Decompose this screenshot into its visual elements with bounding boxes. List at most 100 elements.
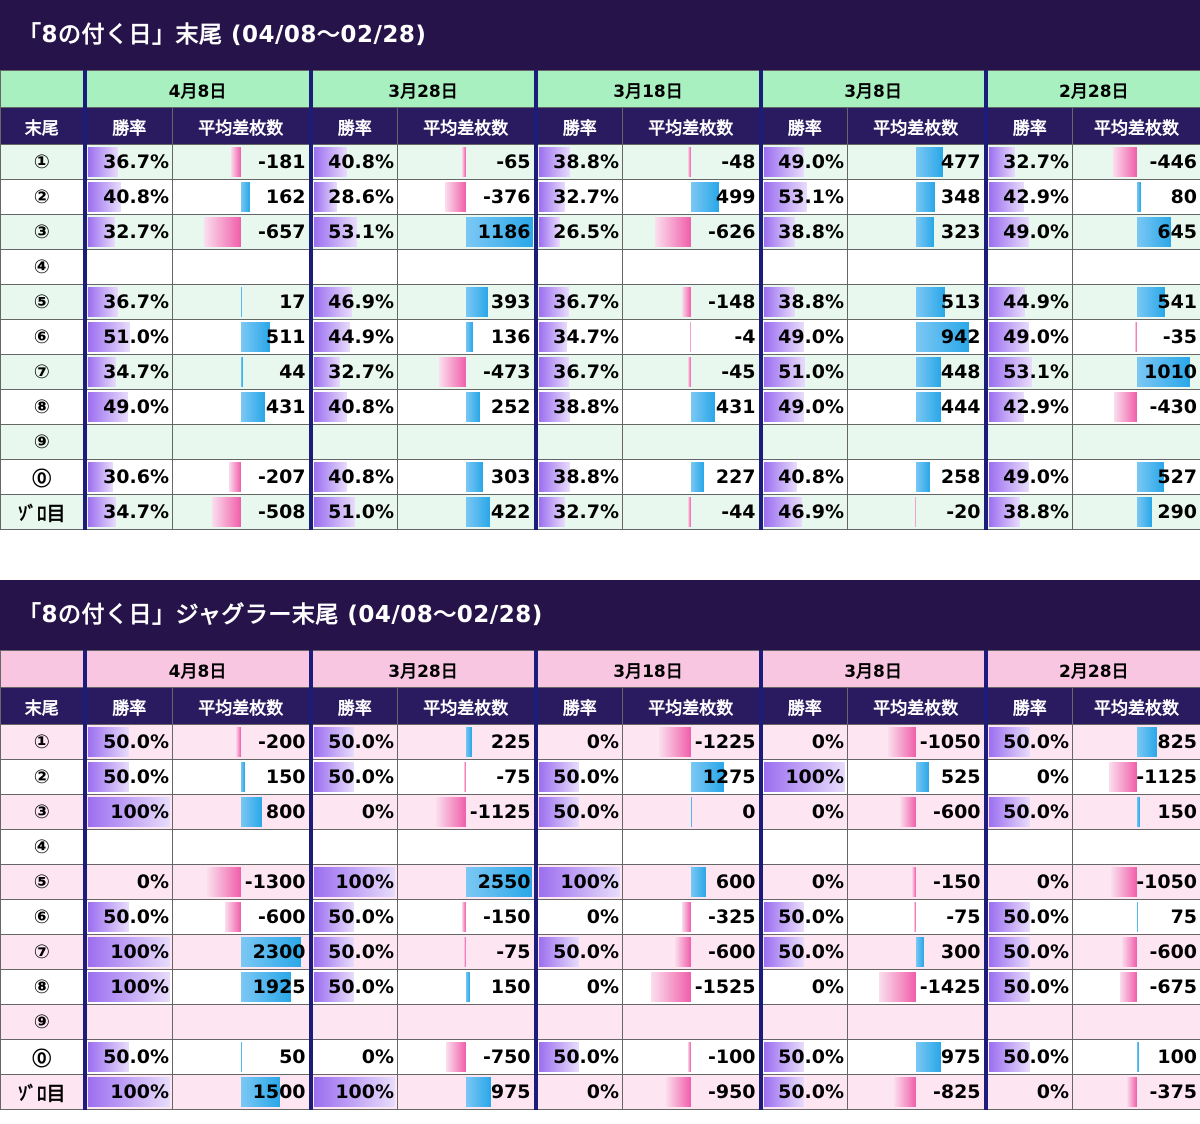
avg-diff-cell: 300 (847, 934, 987, 970)
win-rate-cell: 50.0% (758, 934, 849, 970)
avg-diff-cell: -1125 (1072, 759, 1200, 795)
win-rate-value: 40.8% (328, 466, 395, 488)
win-rate-bar (314, 937, 355, 967)
avg-diff-value: -626 (707, 221, 756, 243)
win-rate-bar (764, 357, 806, 387)
juggler-tail-stats-table: 4月8日 3月28日 3月18日 3月8日 2月28日 末尾 勝率 平均差枚数 勝率 平均差枚数勝… (0, 650, 1200, 1110)
avg-diff-cell: -75 (847, 899, 987, 935)
win-rate-value: 0% (811, 976, 845, 998)
avg-diff-header: 平均差枚数 (171, 107, 312, 145)
avg-diff-value: 150 (1157, 801, 1198, 823)
table-row: ⑥ 51.0% 511 44.9% 136 34.7% -4 49.0% 942 49.0% -35 (0, 319, 1200, 355)
avg-diff-value: 431 (715, 396, 756, 418)
win-rate-cell: 50.0% (82, 899, 173, 935)
win-rate-value: 38.8% (553, 396, 620, 418)
avg-diff-bar (911, 867, 916, 897)
win-rate-cell: 44.9% (308, 319, 399, 355)
avg-diff-cell: -325 (622, 899, 762, 935)
win-rate-cell: 51.0% (308, 494, 399, 530)
tail-table-section: 「8の付く日」末尾 (04/08～02/28) 4月8日 3月28日 3月18日 3月… (0, 0, 1200, 530)
win-rate-value: 50.0% (553, 1046, 620, 1068)
win-rate-cell (533, 424, 624, 460)
table-row: ③ 32.7% -657 53.1% 1186 26.5% -626 38.8% 323 49.0… (0, 214, 1200, 250)
avg-diff-value: -100 (707, 1046, 756, 1068)
win-rate-bar (314, 147, 347, 177)
win-rate-cell: 50.0% (983, 899, 1074, 935)
avg-diff-cell: -1125 (397, 794, 537, 830)
avg-diff-value: -825 (932, 1081, 981, 1103)
table-row: ④ (0, 829, 1200, 865)
win-rate-cell: 50.0% (983, 724, 1074, 760)
avg-diff-bar (915, 217, 934, 247)
win-rate-cell: 32.7% (533, 494, 624, 530)
avg-diff-bar (915, 462, 931, 492)
avg-diff-cell: -600 (622, 934, 762, 970)
avg-diff-cell: -1050 (1072, 864, 1200, 900)
avg-diff-bar (878, 972, 916, 1002)
win-rate-value: 51.0% (778, 361, 845, 383)
avg-diff-cell: 348 (847, 179, 987, 215)
avg-diff-value: 541 (1157, 291, 1198, 313)
win-rate-cell: 42.9% (983, 389, 1074, 425)
win-rate-cell: 0% (82, 864, 173, 900)
win-rate-bar (764, 182, 808, 212)
avg-diff-cell: 645 (1072, 214, 1200, 250)
win-rate-value: 49.0% (778, 326, 845, 348)
win-rate-value: 50.0% (103, 906, 169, 928)
win-rate-bar (989, 182, 1024, 212)
avg-diff-bar (1121, 937, 1137, 967)
win-rate-header: 勝率 (308, 687, 399, 725)
win-rate-cell: 49.0% (983, 319, 1074, 355)
avg-diff-cell (171, 829, 312, 865)
tail-label: ⑦ (0, 934, 85, 970)
section-title: 「8の付く日」末尾 (04/08～02/28) (0, 0, 1200, 70)
avg-diff-cell: 323 (847, 214, 987, 250)
avg-diff-value: -950 (707, 1081, 756, 1103)
win-rate-value: 50.0% (103, 766, 169, 788)
avg-diff-bar (446, 1042, 466, 1072)
win-rate-cell: 36.7% (82, 284, 173, 320)
avg-diff-cell: -1525 (622, 969, 762, 1005)
avg-diff-bar (1136, 357, 1190, 387)
win-rate-bar (989, 322, 1029, 352)
win-rate-cell: 40.8% (758, 459, 849, 495)
win-rate-cell: 50.0% (983, 794, 1074, 830)
avg-diff-value: -600 (707, 941, 756, 963)
avg-diff-bar (894, 1077, 916, 1107)
win-rate-cell: 50.0% (533, 934, 624, 970)
avg-diff-bar (682, 902, 691, 932)
win-rate-value: 0% (1036, 766, 1070, 788)
win-rate-bar (88, 727, 129, 757)
table-row: ｿﾞﾛ目 34.7% -508 51.0% 422 32.7% -44 46.9% -20 38.… (0, 494, 1200, 530)
avg-diff-header: 平均差枚数 (847, 107, 987, 145)
date-header: 4月8日 (82, 650, 312, 688)
win-rate-bar (989, 147, 1016, 177)
win-rate-value: 50.0% (1003, 731, 1070, 753)
win-rate-cell: 50.0% (82, 759, 173, 795)
win-rate-cell: 53.1% (983, 354, 1074, 390)
win-rate-bar (764, 287, 796, 317)
avg-diff-cell: -600 (847, 794, 987, 830)
win-rate-cell: 50.0% (308, 759, 399, 795)
avg-diff-bar (690, 762, 724, 792)
avg-diff-value: 975 (940, 1046, 981, 1068)
win-rate-cell (82, 249, 173, 285)
win-rate-bar (989, 462, 1029, 492)
win-rate-bar (314, 322, 351, 352)
win-rate-cell: 50.0% (758, 1039, 849, 1075)
avg-diff-bar (465, 727, 472, 757)
date-header: 2月28日 (983, 70, 1200, 108)
win-rate-value: 53.1% (1003, 361, 1070, 383)
avg-diff-value: -65 (496, 151, 531, 173)
avg-diff-cell: 136 (397, 319, 537, 355)
win-rate-cell: 53.1% (758, 179, 849, 215)
win-rate-value: 36.7% (103, 151, 169, 173)
win-rate-cell: 38.8% (533, 459, 624, 495)
avg-diff-bar (915, 322, 969, 352)
avg-diff-value: 800 (265, 801, 306, 823)
win-rate-header: 勝率 (533, 107, 624, 145)
win-rate-bar (88, 1077, 171, 1107)
win-rate-value: 0% (136, 871, 169, 893)
avg-diff-bar (675, 937, 691, 967)
win-rate-bar (88, 182, 122, 212)
